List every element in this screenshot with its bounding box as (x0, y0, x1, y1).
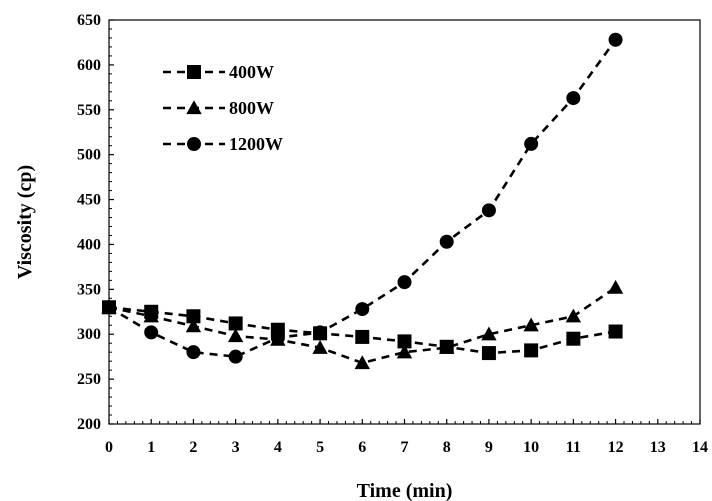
x-tick-label: 8 (443, 439, 451, 456)
data-point-circle (524, 136, 539, 151)
series-1200w (102, 32, 623, 364)
legend-item-800w: 800W (163, 98, 274, 118)
x-tick-label: 5 (316, 439, 324, 456)
legend: 400W 800W 1200W (163, 62, 283, 154)
series-800w (101, 279, 624, 370)
y-tick-label: 550 (77, 102, 101, 119)
y-tick-label: 450 (77, 192, 101, 209)
data-point-circle (481, 203, 496, 218)
x-tick-label: 6 (358, 439, 366, 456)
y-tick-label: 250 (77, 371, 101, 388)
y-tick-label: 300 (77, 326, 101, 343)
data-point-circle (228, 349, 243, 364)
legend-label: 1200W (229, 134, 283, 154)
data-point-triangle (439, 339, 455, 354)
x-axis-title: Time (min) (357, 480, 453, 501)
data-point-circle (270, 330, 285, 345)
x-tick-label: 14 (692, 439, 708, 456)
data-point-circle (397, 275, 412, 290)
y-tick-label: 600 (77, 57, 101, 74)
data-point-square (566, 331, 581, 346)
legend-item-400w: 400W (163, 62, 274, 82)
series-layer (101, 32, 624, 370)
data-point-triangle (481, 326, 497, 341)
y-tick-label: 650 (77, 12, 101, 29)
x-tick-label: 11 (566, 439, 581, 456)
y-tick-label: 200 (77, 416, 101, 433)
x-tick-label: 9 (485, 439, 493, 456)
data-point-circle (102, 300, 116, 315)
x-tick-label: 7 (401, 439, 409, 456)
data-point-triangle (396, 344, 413, 359)
data-point-square (187, 65, 201, 79)
data-point-circle (608, 32, 623, 47)
data-point-triangle (312, 339, 328, 354)
data-point-triangle (523, 317, 539, 332)
data-point-square (186, 309, 201, 324)
data-point-square (481, 346, 496, 361)
data-point-triangle (227, 328, 244, 343)
data-point-square (355, 329, 370, 344)
x-tick-label: 0 (105, 439, 113, 456)
data-point-circle (187, 137, 201, 151)
y-tick-label: 500 (77, 147, 101, 164)
x-tick-label: 3 (232, 439, 240, 456)
series-line (108, 286, 617, 365)
data-point-square (524, 343, 539, 358)
data-point-circle (313, 325, 328, 340)
data-point-triangle (185, 318, 202, 333)
y-axis-title: Viscosity (cp) (14, 165, 36, 279)
data-point-triangle (607, 279, 624, 294)
y-tick-label: 350 (77, 281, 101, 298)
data-point-triangle (143, 308, 159, 323)
data-point-square (608, 324, 623, 339)
plot-frame (108, 19, 701, 425)
data-point-circle (186, 345, 201, 360)
legend-label: 800W (229, 98, 274, 118)
data-point-circle (439, 234, 454, 249)
data-point-square (397, 334, 412, 349)
data-point-triangle (186, 100, 202, 115)
x-tick-label: 4 (274, 439, 282, 456)
x-tick-label: 1 (147, 439, 155, 456)
y-tick-label: 400 (77, 236, 101, 253)
data-point-circle (566, 91, 581, 106)
legend-label: 400W (229, 62, 274, 82)
x-tick-label: 10 (523, 439, 539, 456)
data-point-square (228, 316, 243, 331)
data-point-circle (355, 302, 370, 317)
legend-item-1200w: 1200W (163, 134, 283, 154)
x-tick-label: 13 (650, 439, 666, 456)
data-point-triangle (565, 308, 582, 323)
x-tick-label: 12 (608, 439, 624, 456)
x-tick-label: 2 (189, 439, 197, 456)
data-point-triangle (354, 355, 370, 370)
data-point-circle (144, 325, 159, 340)
